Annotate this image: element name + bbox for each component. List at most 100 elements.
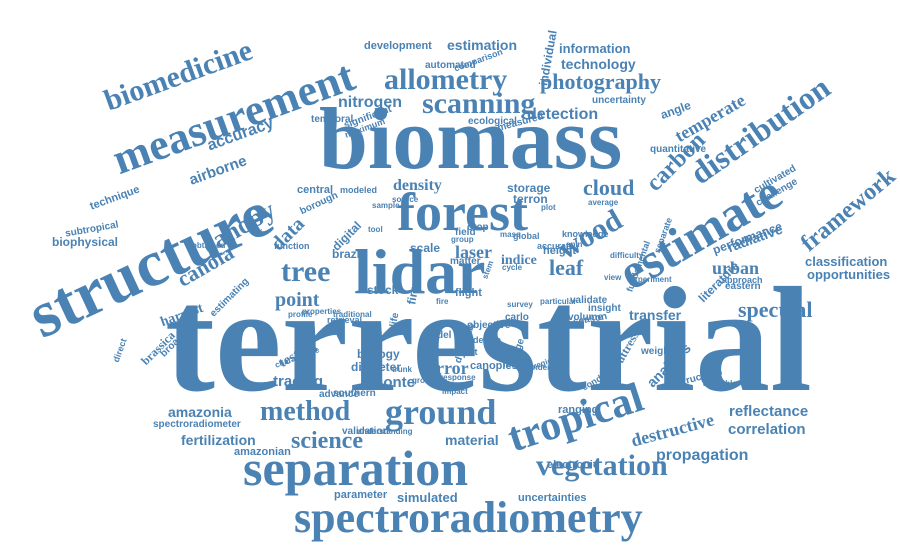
word-southern: southern [333,388,376,399]
word-device: device [473,335,502,345]
word-development: development [364,40,432,52]
word-technology: technology [561,56,636,72]
word-ranging: ranging [558,404,599,416]
word-stand: stand [502,347,524,356]
word-average: average [588,198,619,207]
word-separation: separation [243,440,468,496]
word-particular: particular [540,297,577,306]
word-result: result [453,347,478,357]
word-laser: laser [455,242,492,262]
word-scanning: scanning [422,87,536,120]
word-mass: mass [500,230,521,239]
word-source: source [392,195,419,204]
word-transfer: transfer [629,307,682,323]
word-electronic: electronic [547,459,599,471]
word-nitrogen: nitrogen [338,94,402,111]
word-understanding: understanding [357,427,413,436]
word-tracing: tracing [273,373,324,390]
word-stock: stock [367,283,399,297]
word-photography: photography [540,69,662,94]
word-vegetation: vegetation [536,449,668,482]
word-difficulty: difficulty [610,251,644,260]
word-lidar: lidar [354,236,486,307]
word-scale: scale [410,241,441,255]
word-spectroradiometer: spectroradiometer [153,419,241,430]
word-objective: objective [467,320,511,331]
word-matter: matter [450,256,481,267]
word-traditional: traditional [333,310,372,319]
word-brazil: brazil [332,247,364,261]
word-central: central [297,184,334,196]
word-canopies: canopies [470,360,518,372]
word-biology: biology [357,347,400,361]
word-carlo: carlo [505,312,529,323]
word-validation: validation [342,426,389,437]
word-ecological: ecological [468,116,517,127]
word-response: response [440,373,476,382]
word-impact: impact [442,387,468,396]
word-accurate: accurate [537,241,575,251]
word-area: area [437,319,454,328]
word-advance: advance [319,389,360,400]
word-validate: validate [570,295,608,306]
word-simulated: simulated [397,490,458,505]
word-insight: insight [588,303,621,314]
word-properties: properties [302,307,342,316]
word-tree: tree [281,255,331,288]
word-height: height [543,245,576,257]
word-correlation: correlation [728,421,806,438]
word-underlying: underlying [528,363,569,372]
word-urban: urban [712,258,760,278]
word-cycle: cycle [502,263,523,272]
word-modeled: modeled [340,185,378,195]
word-spectroradiometry: spectroradiometry [294,493,643,542]
word-information: information [559,41,631,56]
word-view: view [604,273,622,282]
word-available: available [703,379,737,388]
word-point: point [275,289,320,311]
word-density: density [393,177,442,194]
word-growth: growth [412,376,439,385]
word-automated: automated [425,60,476,71]
word-science: science [291,428,363,454]
word-leaf: leaf [549,255,584,280]
word-angle: angle [658,98,693,122]
word-sample: sample [372,201,400,210]
word-spectral: spectral [738,297,813,322]
word-crop: crop [467,222,489,233]
word-direct: direct [110,337,129,364]
word-error: error [428,358,469,378]
word-survey: survey [507,300,533,309]
word-allometry: allometry [384,63,508,96]
word-group: group [451,235,474,244]
word-opportunities: opportunities [807,267,891,282]
word-parameter: parameter [334,489,388,501]
word-ground: ground [385,392,497,432]
word-technique: technique [88,183,142,213]
word-temporal: temporal [311,114,354,125]
word-volume: volume [568,312,604,323]
word-function: function [274,241,310,251]
word-forest: forest [397,182,528,242]
word-remote: remote [503,359,534,369]
word-retrieval: retrieval [327,315,363,325]
word-amazonia: amazonia [168,404,232,420]
word-storage: storage [507,181,551,195]
word-classification: classification [805,254,888,269]
word-knowledge: knowledge [562,229,609,239]
word-detection: detection [527,106,599,123]
word-plot: plot [541,203,556,212]
word-approach: approach [722,275,763,285]
word-cloud: cloud [583,175,635,200]
word-propagation: propagation [656,447,749,464]
word-weighing: weighing [641,346,685,357]
word-monte: monte [370,374,415,391]
word-global: global [513,231,540,241]
word-model: model [422,330,452,341]
word-trunk: trunk [392,365,412,374]
word-uncertainties: uncertainties [518,492,587,504]
word-flight: flight [455,287,482,299]
word-eastern: eastern [725,281,761,292]
word-profile: profile [288,310,313,319]
